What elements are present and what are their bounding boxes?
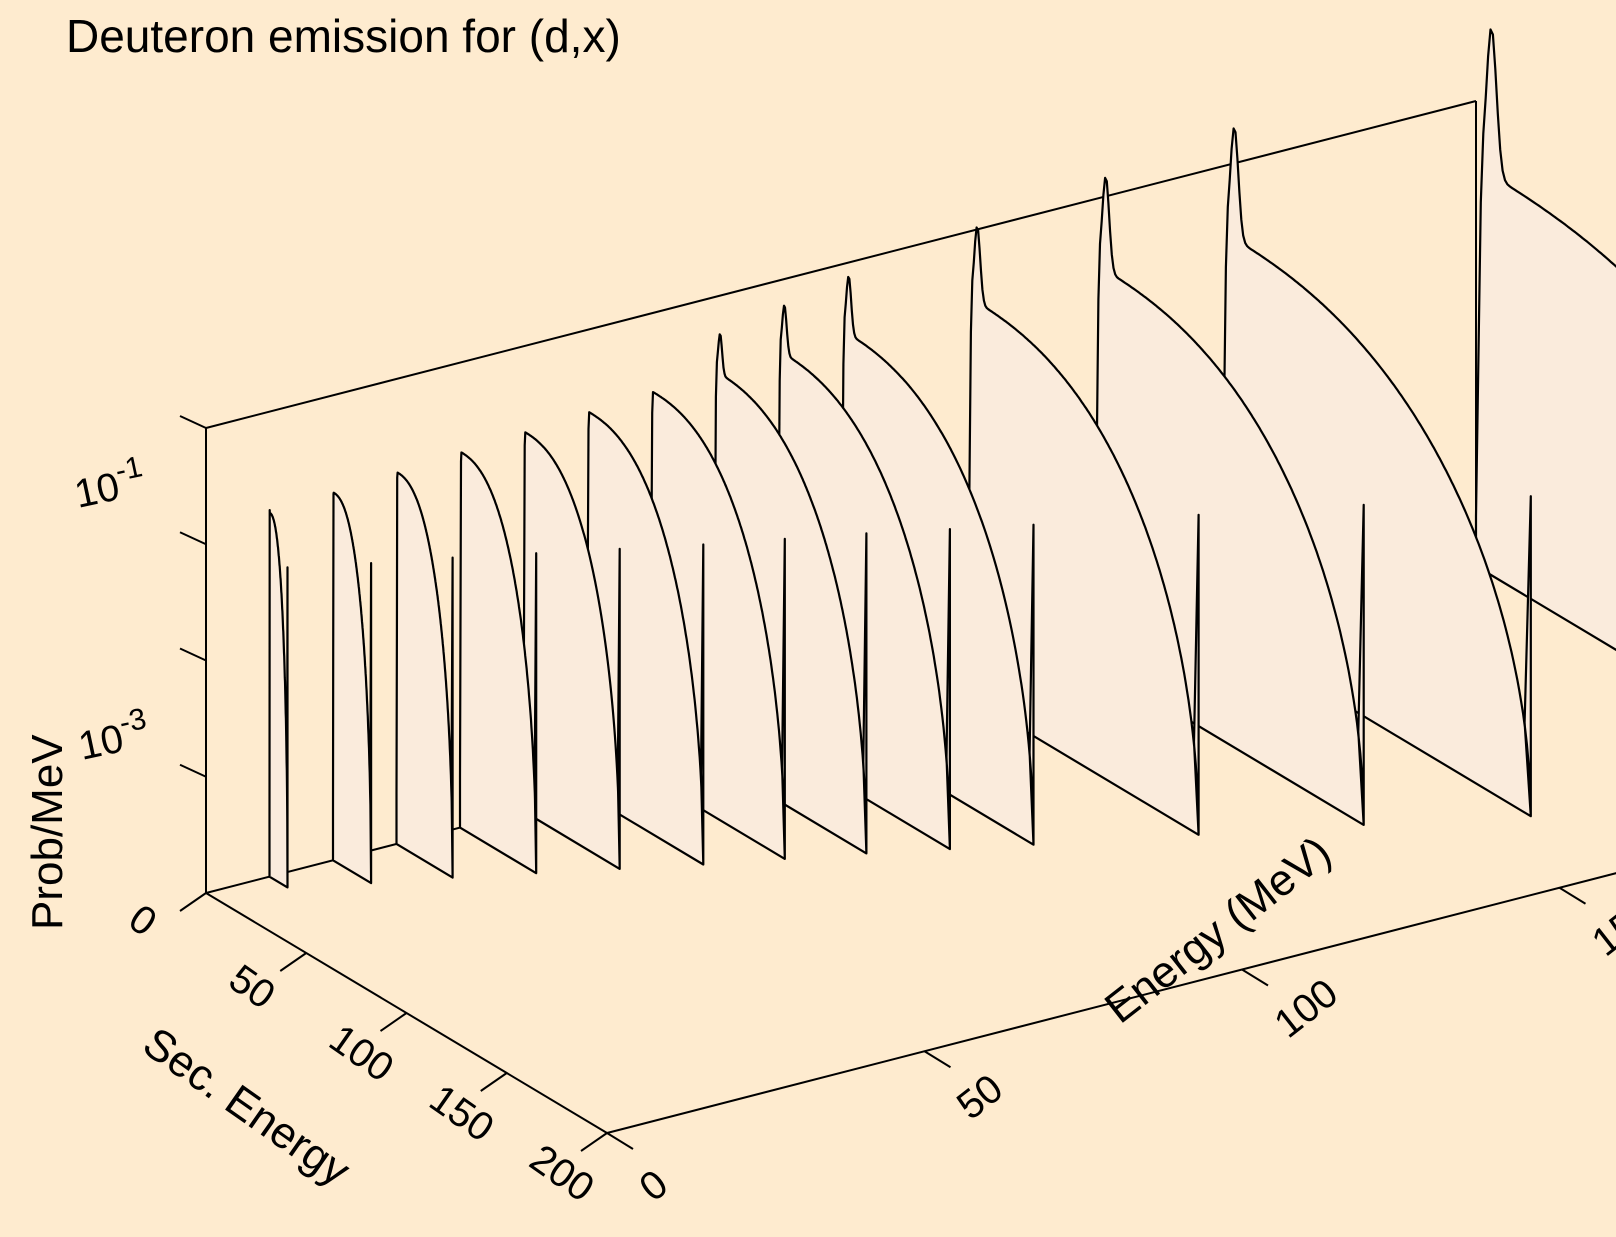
y-tick-label: 0 (631, 1162, 676, 1210)
x-tick-label: 50 (221, 956, 283, 1018)
x-tick-label: 200 (522, 1136, 602, 1210)
spectrum-30 (397, 473, 453, 878)
y-tick-label: 150 (1584, 889, 1616, 965)
x-tick-label: 150 (422, 1076, 502, 1150)
y-tick-label: 50 (949, 1066, 1011, 1128)
z-tick-label-1: 10-1 (69, 450, 150, 517)
series-curves (270, 30, 1616, 888)
svg-text:10-3: 10-3 (73, 702, 154, 769)
z-tick-mark (180, 765, 206, 777)
y-tick-mark (925, 1051, 951, 1067)
x-tick-label: 0 (121, 896, 164, 945)
spectrum-10 (270, 510, 288, 887)
y-tick-mark (1560, 888, 1586, 904)
y-tick-label: 100 (1266, 971, 1346, 1047)
x-tick-mark (280, 953, 306, 971)
x-tick-mark (581, 1133, 607, 1151)
y-tick-mark (1242, 970, 1268, 986)
z-axis-label: Prob/MeV (23, 734, 72, 930)
x-tick-mark (180, 893, 206, 911)
z-tick-label-2: 10-3 (73, 702, 154, 769)
z-tick-mark (180, 649, 206, 661)
spectrum-surface (397, 473, 453, 878)
x-axis-label: Sec. Energy (134, 1018, 358, 1196)
x-tick-label: 100 (321, 1016, 401, 1090)
x-tick-mark (381, 1013, 407, 1031)
spectrum-surface (333, 493, 371, 883)
svg-text:10-1: 10-1 (69, 450, 150, 517)
z-tick-mark (180, 416, 206, 428)
y-axis-line (607, 806, 1616, 1133)
x-tick-mark (481, 1073, 507, 1091)
y-tick-mark (607, 1133, 633, 1149)
z-tick-mark (180, 532, 206, 544)
spectrum-surface (270, 510, 288, 887)
spectrum-20 (333, 493, 371, 883)
chart-title: Deuteron emission for (d,x) (66, 10, 621, 62)
